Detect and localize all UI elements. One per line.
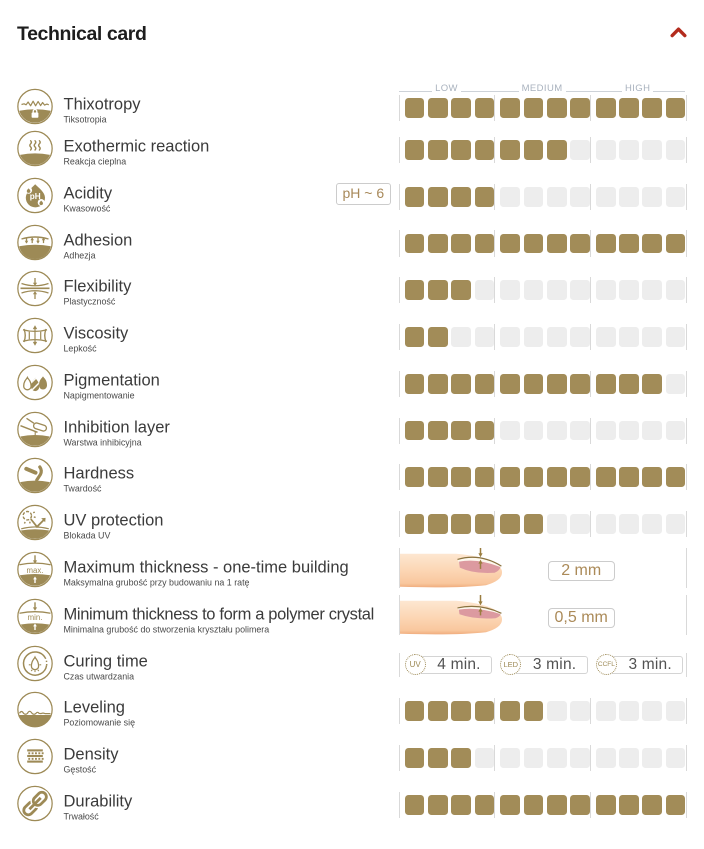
svg-text:pH: pH	[30, 192, 41, 201]
svg-text:min.: min.	[28, 613, 43, 622]
svg-text:max.: max.	[27, 566, 44, 575]
